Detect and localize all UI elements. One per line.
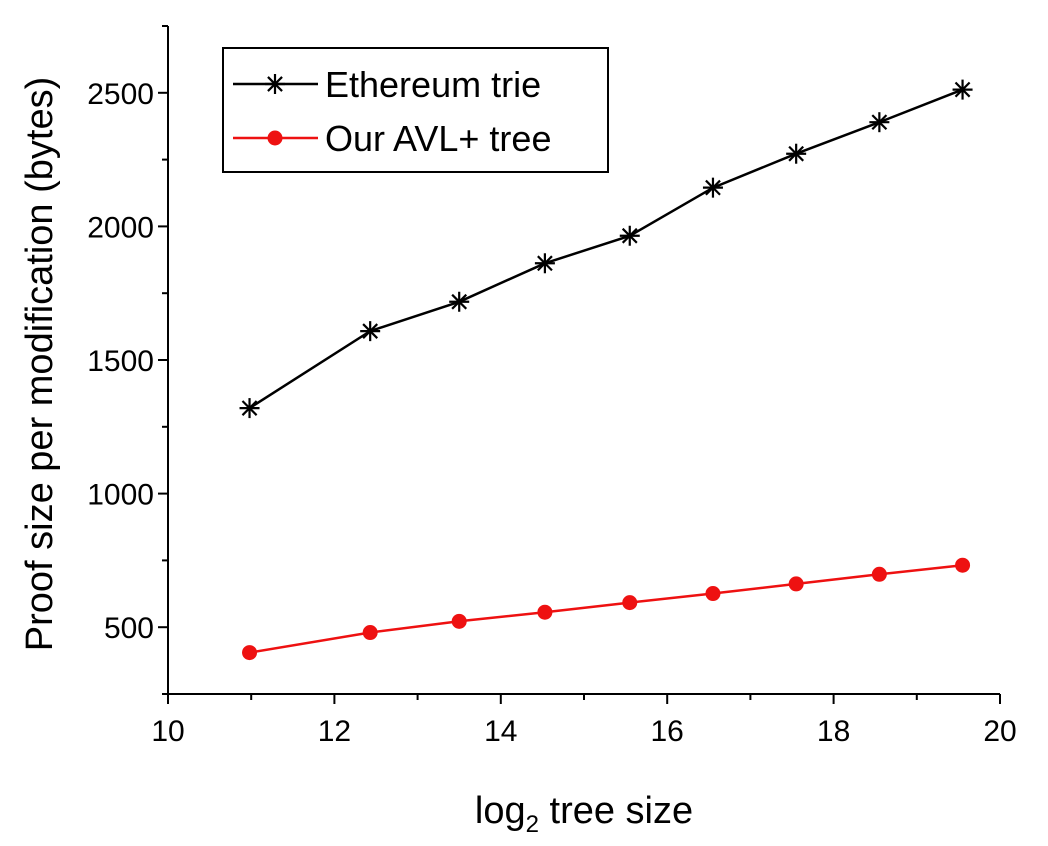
series-marker — [619, 225, 640, 246]
series-marker — [265, 74, 285, 94]
legend-label: Our AVL+ tree — [325, 118, 551, 159]
marker-stroke — [871, 114, 888, 131]
series-marker — [239, 398, 260, 419]
marker-stroke — [954, 81, 971, 98]
marker-stroke — [537, 255, 553, 272]
series-marker — [786, 143, 807, 164]
legend-box — [222, 47, 609, 173]
y-tick-label: 2500 — [87, 78, 154, 111]
x-axis-label-base: log — [475, 790, 526, 832]
marker-stroke — [451, 293, 468, 310]
series-marker — [952, 79, 973, 100]
ticks: 10 12 14 16 18 20 500 1000 1500 2000 2500 — [87, 25, 1017, 748]
series-marker — [360, 321, 381, 342]
y-tick-label: 500 — [104, 612, 154, 645]
series-point — [705, 586, 721, 602]
x-tick-label: 18 — [817, 715, 850, 748]
series-point — [362, 625, 378, 641]
marker-stroke — [362, 323, 379, 339]
x-axis-label: log2 tree size — [475, 790, 693, 838]
series-1 — [242, 557, 971, 661]
y-tick-label: 1000 — [87, 479, 154, 512]
series-point — [871, 566, 887, 582]
legend-entry: Ethereum trie — [233, 64, 541, 105]
series-marker — [449, 291, 470, 312]
marker-stroke — [788, 145, 805, 162]
x-tick-label: 14 — [484, 715, 517, 748]
x-tick-label: 20 — [983, 715, 1016, 748]
series-point — [622, 595, 638, 611]
marker-stroke — [705, 179, 721, 196]
marker-stroke — [267, 76, 283, 92]
series-point — [242, 645, 258, 661]
x-axis-label-subscript: 2 — [526, 811, 539, 838]
series-point — [955, 557, 971, 573]
x-tick-label: 16 — [651, 715, 684, 748]
series-marker — [869, 112, 890, 133]
legend-marker — [267, 130, 283, 146]
series-marker — [702, 177, 723, 198]
series-point — [788, 576, 804, 592]
y-axis-label: Proof size per modification (bytes) — [19, 77, 61, 651]
legend-label: Ethereum trie — [325, 64, 541, 105]
series-marker — [534, 253, 555, 274]
x-tick-label: 12 — [318, 715, 351, 748]
marker-stroke — [241, 400, 258, 416]
legend: Ethereum trie Our AVL+ tree — [222, 47, 609, 173]
series-point — [451, 613, 467, 629]
series-layer — [239, 79, 973, 661]
series-point — [537, 604, 553, 620]
x-tick-label: 10 — [151, 715, 184, 748]
series-0 — [239, 79, 973, 419]
y-tick-label: 2000 — [87, 211, 154, 244]
series-line — [249, 563, 963, 654]
x-axis-label-rest: tree size — [539, 790, 693, 832]
marker-stroke — [621, 227, 638, 244]
legend-entry: Our AVL+ tree — [233, 118, 551, 159]
y-tick-label: 1500 — [87, 345, 154, 378]
